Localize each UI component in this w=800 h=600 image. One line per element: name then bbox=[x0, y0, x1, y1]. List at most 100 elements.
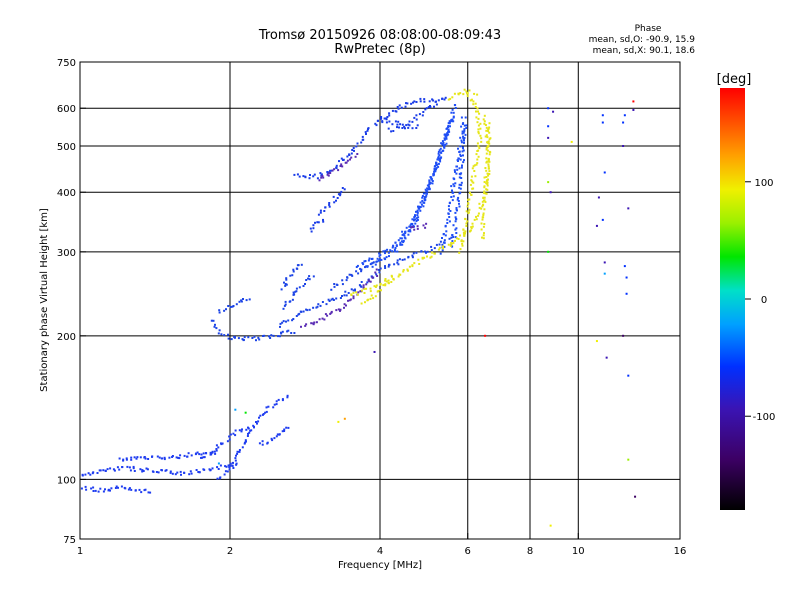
data-point bbox=[345, 304, 347, 307]
data-point bbox=[319, 211, 322, 214]
data-point bbox=[330, 288, 333, 291]
data-point bbox=[226, 440, 229, 443]
data-point bbox=[452, 183, 455, 186]
data-point bbox=[415, 101, 418, 103]
data-point bbox=[138, 488, 141, 491]
data-point bbox=[346, 276, 349, 279]
data-point bbox=[459, 153, 462, 156]
data-point bbox=[84, 473, 87, 476]
data-point bbox=[413, 216, 416, 219]
data-point bbox=[476, 107, 479, 110]
data-point bbox=[335, 164, 338, 167]
data-point bbox=[446, 127, 449, 130]
data-point bbox=[124, 487, 127, 490]
data-point bbox=[305, 279, 308, 281]
data-point bbox=[421, 256, 424, 259]
data-point bbox=[392, 245, 395, 248]
data-point bbox=[462, 231, 465, 234]
data-point bbox=[232, 432, 235, 435]
data-point bbox=[467, 198, 469, 201]
data-point bbox=[404, 127, 406, 130]
y-tick-label: 750 bbox=[57, 58, 76, 69]
data-point bbox=[326, 171, 329, 174]
data-point bbox=[450, 236, 453, 239]
data-point bbox=[451, 234, 454, 237]
data-point bbox=[427, 106, 430, 109]
data-point bbox=[438, 154, 441, 157]
data-point bbox=[117, 486, 119, 489]
x-axis-ticks: 1 2 4 6 8 10 16 bbox=[77, 533, 686, 557]
data-point bbox=[113, 469, 116, 472]
data-point bbox=[240, 430, 243, 433]
data-point bbox=[348, 154, 351, 156]
data-point bbox=[622, 334, 625, 337]
data-point bbox=[385, 256, 388, 259]
y-axis-label: Stationary phase Virtual Height [km] bbox=[39, 208, 50, 392]
data-point bbox=[132, 465, 135, 468]
series-f-layer-o-mode-lower-trace bbox=[210, 234, 454, 342]
data-point bbox=[432, 172, 435, 175]
data-point bbox=[484, 124, 487, 126]
data-point bbox=[384, 284, 387, 287]
data-point bbox=[189, 470, 192, 473]
phase-colorbar bbox=[720, 88, 745, 510]
data-point bbox=[448, 220, 451, 223]
data-point bbox=[547, 136, 550, 139]
data-point bbox=[421, 195, 424, 197]
data-point bbox=[408, 225, 411, 228]
data-point bbox=[362, 138, 365, 141]
data-point bbox=[425, 107, 428, 110]
data-point bbox=[472, 103, 475, 106]
data-point bbox=[413, 262, 416, 265]
data-point bbox=[460, 172, 463, 175]
data-point bbox=[444, 224, 447, 227]
data-point bbox=[388, 255, 390, 258]
data-point bbox=[241, 446, 244, 449]
data-point bbox=[476, 162, 479, 165]
data-point bbox=[265, 410, 268, 413]
plot-grid bbox=[80, 62, 680, 539]
data-point bbox=[272, 334, 275, 337]
data-point bbox=[433, 170, 436, 173]
data-point bbox=[471, 180, 474, 183]
data-point bbox=[331, 169, 334, 172]
data-point bbox=[449, 125, 451, 128]
data-point bbox=[482, 234, 485, 237]
data-point bbox=[469, 99, 472, 102]
data-point bbox=[459, 136, 462, 139]
data-point bbox=[104, 469, 107, 472]
data-point bbox=[377, 290, 380, 292]
data-point bbox=[460, 177, 463, 179]
data-point bbox=[404, 105, 407, 108]
data-point bbox=[319, 209, 322, 212]
data-point bbox=[246, 435, 249, 437]
data-point bbox=[278, 335, 281, 338]
data-point bbox=[146, 468, 149, 471]
data-point bbox=[483, 120, 486, 123]
data-point bbox=[322, 218, 324, 221]
y-tick-label: 500 bbox=[57, 142, 76, 153]
data-point bbox=[477, 130, 480, 133]
data-point bbox=[435, 161, 438, 164]
data-point bbox=[378, 252, 381, 255]
data-point bbox=[547, 250, 550, 253]
data-point bbox=[293, 332, 296, 334]
data-point bbox=[486, 182, 489, 185]
data-point bbox=[342, 158, 345, 161]
data-point bbox=[388, 263, 391, 266]
data-point bbox=[335, 297, 338, 300]
data-point bbox=[265, 406, 268, 409]
data-point bbox=[367, 298, 370, 301]
data-point bbox=[130, 458, 133, 461]
data-point bbox=[202, 452, 205, 455]
data-point bbox=[403, 258, 406, 261]
data-point bbox=[339, 308, 342, 311]
data-point bbox=[460, 166, 463, 169]
data-point bbox=[314, 221, 316, 224]
data-point bbox=[155, 471, 158, 473]
data-point bbox=[441, 140, 444, 143]
data-point bbox=[447, 98, 450, 101]
data-point bbox=[368, 257, 371, 260]
data-point bbox=[326, 173, 329, 176]
data-point bbox=[384, 267, 387, 269]
